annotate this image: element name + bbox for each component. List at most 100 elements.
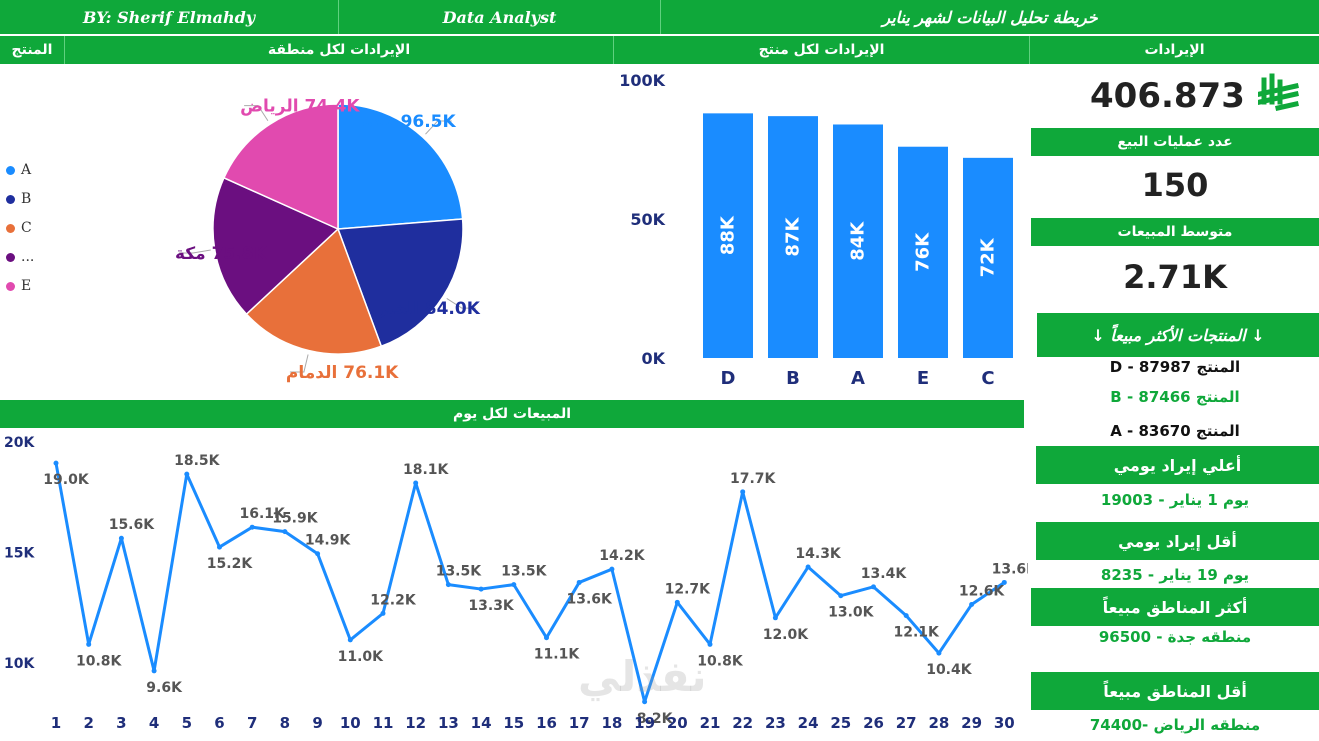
line-point[interactable] [249, 524, 255, 530]
watermark-text: نفذلي [578, 652, 707, 701]
bar-value-label: 72K [978, 237, 999, 277]
line-point-label: 13.6K [567, 591, 614, 607]
line-point[interactable] [903, 613, 909, 619]
line-point-label: 12.6K [959, 584, 1006, 600]
line-x-tick: 24 [798, 714, 819, 732]
line-point[interactable] [740, 489, 746, 495]
legend-item[interactable]: A [6, 162, 31, 178]
line-point-label: 11.0K [338, 649, 385, 665]
line-x-tick: 3 [116, 714, 126, 732]
line-point[interactable] [772, 615, 778, 621]
line-point[interactable] [838, 593, 844, 599]
line-point[interactable] [413, 480, 419, 486]
bar[interactable] [703, 113, 753, 358]
legend-header: المنتج [0, 36, 64, 64]
line-point[interactable] [544, 635, 549, 641]
line-x-tick: 22 [732, 714, 753, 732]
line-point-label: 15.9K [272, 511, 319, 527]
line-point[interactable] [217, 544, 222, 550]
bar-y-tick: 100K [619, 71, 665, 90]
line-x-tick: 13 [438, 714, 459, 732]
top-region-label: أكثر المناطق مبيعاً [1102, 597, 1248, 617]
legend-header-label: المنتج [11, 42, 53, 58]
line-point[interactable] [642, 699, 648, 705]
bar[interactable] [768, 116, 818, 358]
min-daily-label: أقل إيراد يومي [1118, 531, 1237, 551]
pie-slice-label: 75.8K مكة [175, 244, 268, 264]
line-point-label: 17.7K [730, 471, 777, 487]
low-region-header: أقل المناطق مبيعاً [1031, 672, 1319, 710]
top-product-1: المنتج D - 87987 [1109, 358, 1241, 376]
bar[interactable] [898, 146, 948, 358]
line-x-tick: 14 [471, 714, 492, 732]
pie-leader-line [425, 120, 452, 135]
legend-label: A [21, 162, 32, 178]
pie-slice[interactable] [222, 103, 339, 231]
line-point[interactable] [674, 599, 680, 605]
line-point[interactable] [609, 566, 615, 572]
legend-item[interactable]: E [6, 278, 31, 294]
top-region-value: منطقه جدة - 96500 [1098, 628, 1252, 646]
legend-label: B [21, 191, 32, 207]
line-point-label: 12.2K [370, 592, 417, 608]
legend-label: C [21, 220, 32, 236]
line-x-tick: 25 [830, 714, 851, 732]
legend-item[interactable]: C [6, 220, 32, 236]
line-point[interactable] [511, 582, 517, 588]
daily-sales-header: المبيعات لكل يوم [0, 400, 1024, 428]
low-region-label: أقل المناطق مبيعاً [1103, 681, 1247, 701]
max-daily-header: أعلي إيراد يومي [1036, 446, 1319, 484]
pie-slice-label: 74.4K الرياض [240, 97, 360, 117]
pie-slice[interactable] [337, 103, 464, 230]
pie-leader-line [446, 298, 476, 309]
line-point[interactable] [445, 582, 451, 588]
bar-category-label: B [786, 368, 800, 389]
line-point[interactable] [347, 637, 353, 643]
low-region-value: منطقه الرياض -74400 [1089, 716, 1261, 734]
line-point-label: 18.1K [403, 462, 450, 478]
line-point[interactable] [936, 650, 942, 656]
line-point-label: 11.1K [534, 647, 581, 663]
line-point[interactable] [969, 602, 975, 608]
pie-slice[interactable] [245, 227, 383, 355]
line-point[interactable] [282, 529, 288, 535]
sales-line[interactable] [54, 462, 1006, 704]
region-pie-chart: 96.5K جدة 84.0K الخبر 76.1K الدمام 75.8K مك… [175, 97, 481, 383]
pie-slice-label: 96.5K جدة [363, 112, 457, 132]
pie-leader-line [244, 105, 269, 121]
line-x-tick: 12 [405, 714, 426, 732]
pie-slice[interactable] [212, 176, 340, 316]
line-point-label: 14.2K [599, 548, 646, 564]
line-point[interactable] [871, 584, 876, 590]
line-point[interactable] [86, 641, 92, 647]
sales-count-label: عدد عمليات البيع [1117, 134, 1233, 150]
line-point[interactable] [1001, 579, 1007, 585]
bar[interactable] [963, 157, 1013, 358]
avg-sales-label: متوسط المبيعات [1117, 224, 1233, 240]
line-point[interactable] [576, 579, 582, 585]
line-point[interactable] [53, 460, 59, 466]
line-point[interactable] [478, 586, 484, 592]
line-point[interactable] [151, 668, 157, 674]
line-point[interactable] [118, 535, 124, 541]
bar[interactable] [833, 124, 883, 358]
revenue-value: 406.873 [1090, 76, 1245, 116]
line-point[interactable] [380, 610, 386, 616]
sales-count-header: عدد عمليات البيع [1031, 128, 1319, 156]
legend-item[interactable]: B [6, 191, 31, 207]
line-point-label: 9.6K [146, 680, 183, 696]
line-point-label: 13.4K [861, 566, 908, 582]
line-point[interactable] [805, 564, 811, 570]
line-x-tick: 17 [569, 714, 590, 732]
line-point[interactable] [315, 551, 321, 557]
legend-item[interactable]: ... [6, 249, 34, 265]
daily-sales-line-chart: 10K 15K 20K 19.0K 1 10.8K 2 15.6K 3 9.6K 4 18.5K 5 15… [4, 435, 1028, 732]
pie-slice-label: 84.0K الخبر [376, 299, 481, 319]
line-point[interactable] [707, 641, 713, 647]
line-x-tick: 1 [51, 714, 61, 732]
top-product-2: المنتج B - 87466 [1110, 388, 1240, 406]
line-point[interactable] [184, 471, 190, 477]
pie-slice[interactable] [336, 218, 464, 348]
line-x-tick: 23 [765, 714, 786, 732]
line-x-tick: 18 [601, 714, 622, 732]
